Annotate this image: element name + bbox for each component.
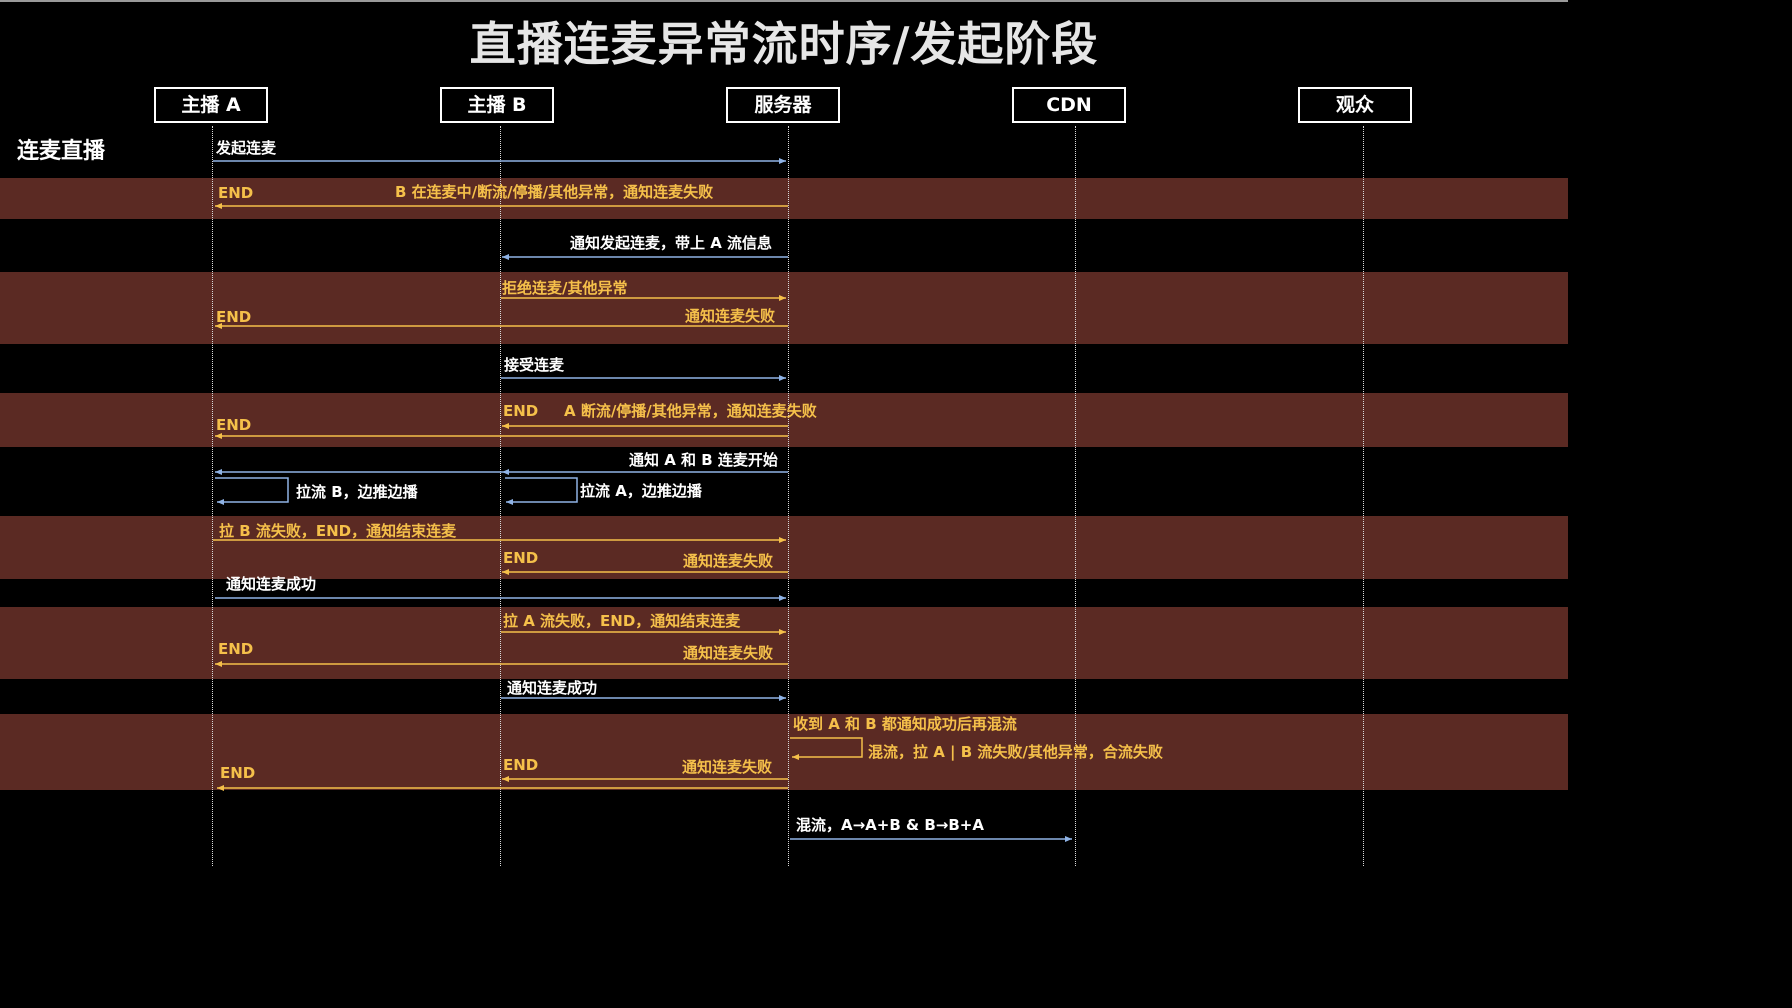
message-label: 拉 A 流失败，END，通知结束连麦 <box>503 612 741 630</box>
actor-audience: 观众 <box>1298 87 1412 123</box>
error-band <box>0 272 1568 344</box>
end-label: END <box>503 756 539 774</box>
end-label: END <box>503 402 539 420</box>
message-label: 通知连麦成功 <box>507 679 598 697</box>
message-arrows <box>213 158 1072 842</box>
actor-server: 服务器 <box>726 87 840 123</box>
end-label: END <box>220 764 256 782</box>
message-label: 拉流 A，边推边播 <box>580 482 702 500</box>
error-band <box>0 393 1568 447</box>
end-label: END <box>218 184 254 202</box>
error-band <box>0 178 1568 219</box>
lifeline-anchor-b <box>500 126 501 866</box>
message-label: 通知连麦失败 <box>682 758 773 776</box>
sequence-diagram: 直播连麦异常流时序/发起阶段 连麦直播 主播 A 主播 B 服务器 CDN 观众 <box>0 0 1568 866</box>
lifeline-audience <box>1363 126 1364 866</box>
self-arrow-a <box>215 477 289 503</box>
message-label: B 在连麦中/断流/停播/其他异常，通知连麦失败 <box>395 183 714 201</box>
end-label: END <box>216 416 252 434</box>
message-label: 接受连麦 <box>504 356 565 374</box>
end-label: END <box>216 308 252 326</box>
message-label: 混流，A→A+B & B→B+A <box>796 816 984 834</box>
diagram-title: 直播连麦异常流时序/发起阶段 <box>469 17 1099 71</box>
self-arrow-server <box>790 737 863 758</box>
message-label: A 断流/停播/其他异常，通知连麦失败 <box>564 402 817 420</box>
end-label: END <box>503 549 539 567</box>
actor-anchor-b: 主播 B <box>440 87 554 123</box>
message-label: 混流，拉 A | B 流失败/其他异常，合流失败 <box>868 743 1163 761</box>
message-label: 通知连麦成功 <box>226 575 317 593</box>
lifeline-server <box>788 126 789 866</box>
message-label: 拉 B 流失败，END，通知结束连麦 <box>219 522 457 540</box>
message-label: 收到 A 和 B 都通知成功后再混流 <box>793 715 1017 733</box>
self-arrow-b <box>505 477 578 503</box>
message-label: 拒绝连麦/其他异常 <box>502 279 628 297</box>
actor-cdn: CDN <box>1012 87 1126 123</box>
lifeline-anchor-a <box>212 126 213 866</box>
message-label: 通知连麦失败 <box>685 307 776 325</box>
actor-anchor-a: 主播 A <box>154 87 268 123</box>
section-label: 连麦直播 <box>17 139 106 164</box>
message-label: 通知 A 和 B 连麦开始 <box>629 451 778 469</box>
lifeline-cdn <box>1075 126 1076 866</box>
error-band <box>0 714 1568 790</box>
message-label: 通知发起连麦，带上 A 流信息 <box>570 234 773 252</box>
error-band <box>0 516 1568 579</box>
message-label: 拉流 B，边推边播 <box>296 483 418 501</box>
error-band <box>0 607 1568 679</box>
message-label: 通知连麦失败 <box>683 644 774 662</box>
top-border <box>0 0 1568 2</box>
end-label: END <box>218 640 254 658</box>
message-label: 发起连麦 <box>216 139 277 157</box>
message-label: 通知连麦失败 <box>683 552 774 570</box>
